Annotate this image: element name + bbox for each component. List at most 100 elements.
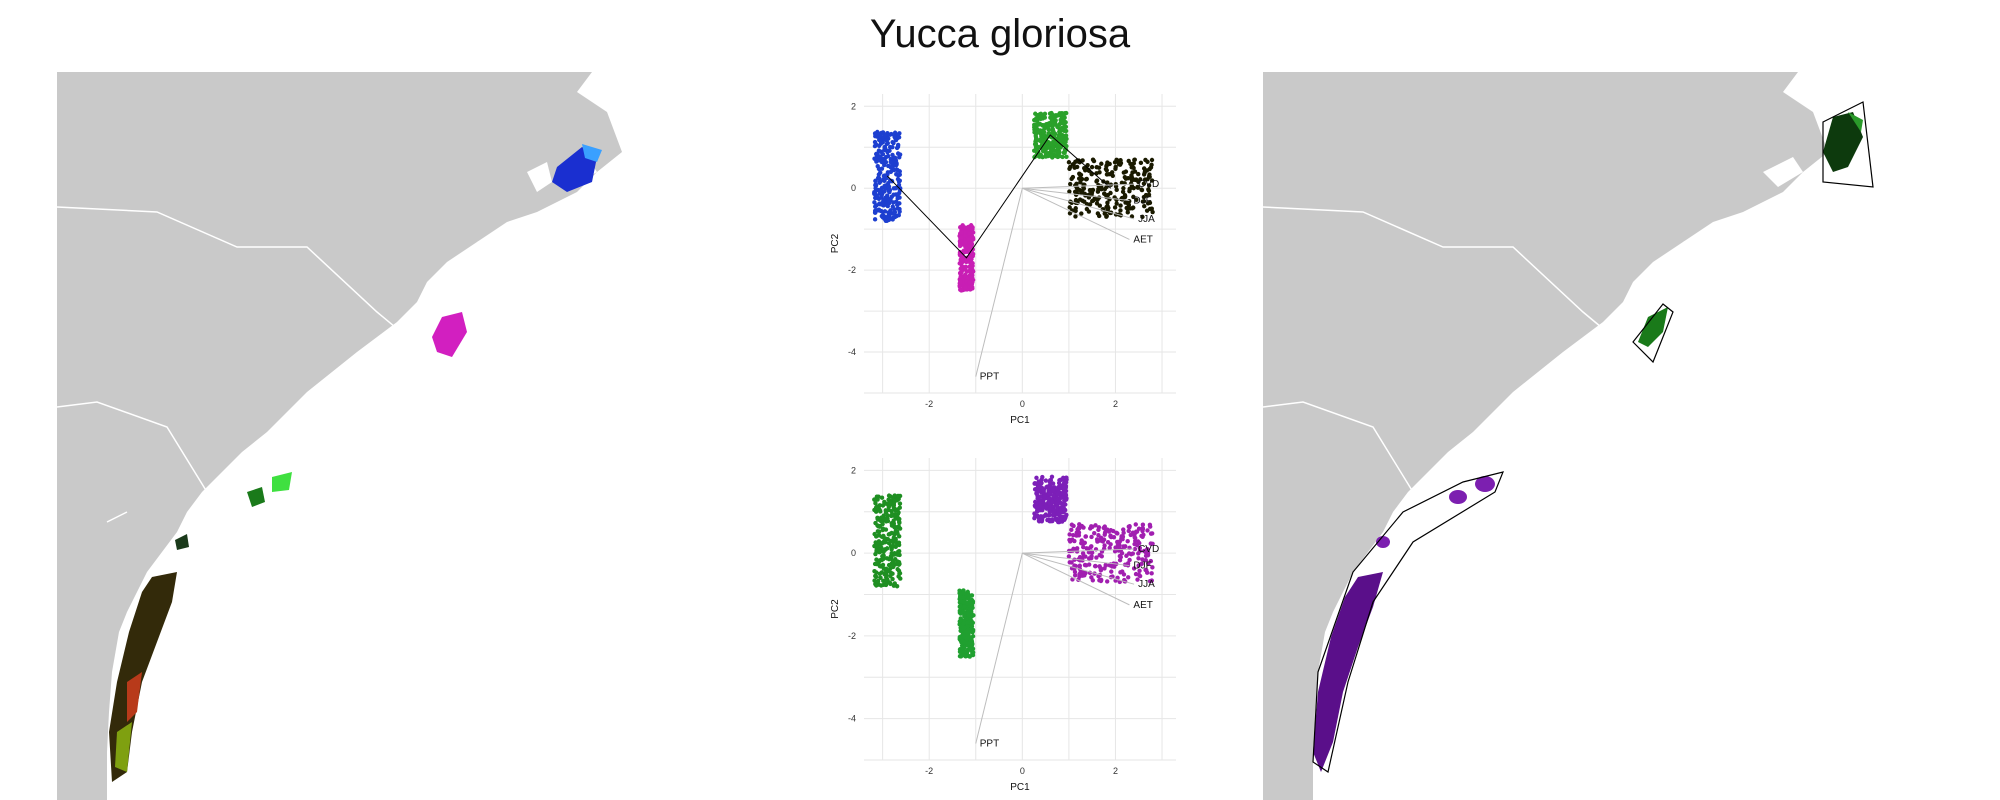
land-mass [57,72,622,800]
data-point [1113,545,1118,550]
data-point [873,142,879,147]
data-point [1064,475,1069,480]
data-point [1107,545,1112,551]
data-point [963,240,968,246]
data-point [1032,481,1038,486]
data-point [1104,579,1110,584]
data-point [893,137,899,143]
data-point [963,233,968,238]
data-point [889,530,894,536]
data-point [1131,185,1136,191]
data-point [1067,537,1072,543]
data-point [1120,189,1126,195]
data-point [897,206,902,212]
data-point [1100,539,1106,544]
data-point [1143,558,1149,563]
data-point [1092,530,1097,536]
data-point [957,634,963,640]
data-point [1057,478,1062,483]
data-point [1090,157,1096,162]
data-point [1142,170,1147,175]
data-point [1086,556,1092,561]
data-point [1144,208,1150,213]
data-point [878,549,883,555]
y-axis-label: PC2 [830,599,841,619]
data-point [1146,561,1151,566]
vector-line [1022,552,1130,567]
data-point [877,507,882,513]
data-point [1038,115,1044,120]
data-point [1125,210,1130,215]
data-point [883,516,889,522]
data-point [1040,154,1045,160]
data-point [958,603,963,609]
data-point [966,225,971,230]
data-point [889,561,895,566]
data-point [889,160,894,166]
data-point [1090,524,1095,530]
data-point [1095,211,1101,216]
x-axis-label: PC1 [1010,782,1030,793]
data-point [876,558,881,563]
data-point [1077,555,1083,560]
data-point [1083,534,1088,539]
data-point [1071,532,1076,538]
data-point [1051,129,1056,134]
data-point [1131,566,1137,571]
map-left-patches [109,144,602,782]
data-point [958,610,963,615]
data-point [886,493,892,498]
data-point [875,515,880,520]
data-point [958,266,963,271]
data-point [877,179,883,184]
data-point [882,540,887,545]
data-point [1062,507,1067,512]
data-point [1067,164,1073,170]
map-left [57,72,765,800]
data-point [1049,118,1055,123]
data-point [886,212,892,217]
data-point [1038,503,1043,508]
data-point [959,230,964,235]
data-point [878,194,884,200]
data-point [961,620,966,626]
data-point [1066,160,1072,165]
data-point [1121,186,1126,191]
data-point [1076,176,1082,181]
data-point [962,645,967,650]
data-point [886,507,891,513]
data-point [1071,546,1076,552]
data-point [878,133,883,138]
data-point [892,214,898,220]
data-point [1078,172,1084,178]
data-point [958,279,963,285]
vector-label: PPT [980,738,999,749]
data-point [883,578,888,584]
data-point [1123,176,1129,181]
data-point [1143,157,1148,163]
data-point [1046,127,1051,132]
points [872,110,1155,293]
hulls [886,134,1112,259]
data-point [878,140,884,145]
data-point [970,627,976,633]
y-tick-label: 2 [851,101,856,111]
data-point [1046,123,1052,128]
data-point [1147,166,1152,172]
data-point [872,217,878,222]
data-point [1033,133,1038,139]
data-point [1095,538,1101,544]
data-point [1111,535,1117,540]
data-point [1125,538,1130,544]
data-point [1104,163,1109,169]
data-point [1119,534,1124,539]
data-point [877,524,882,529]
data-point [969,642,975,648]
data-point [1118,203,1123,208]
data-point [1055,145,1060,151]
data-point [1035,137,1040,143]
data-point [893,163,899,168]
data-point [1105,540,1111,545]
data-point [1106,529,1112,534]
data-point [1064,512,1069,518]
